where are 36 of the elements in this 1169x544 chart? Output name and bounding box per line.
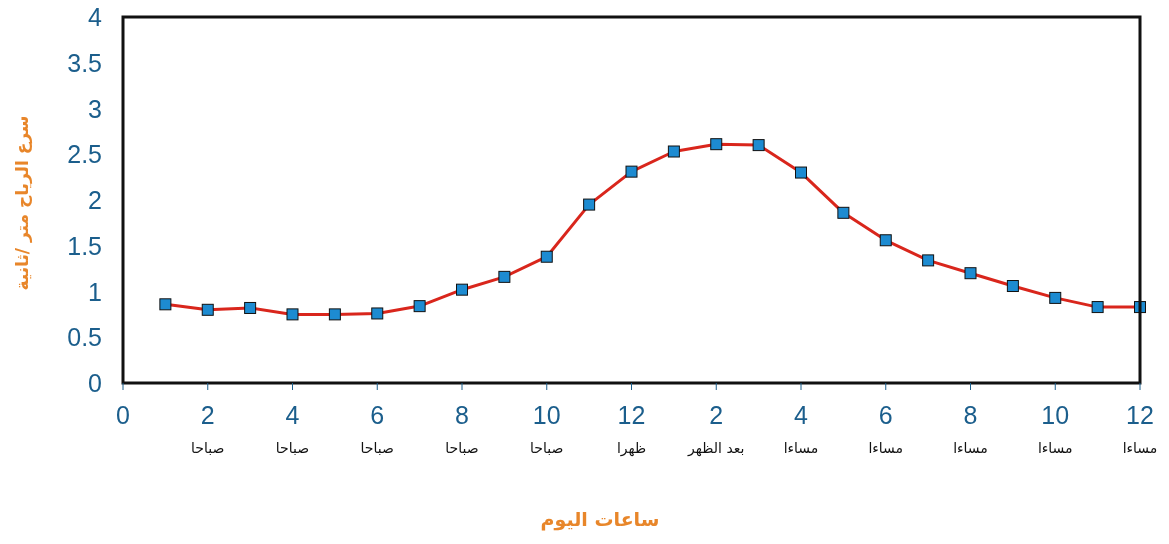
x-tick-label: 4 xyxy=(285,401,300,429)
y-tick-label: 1.5 xyxy=(67,231,102,260)
x-tick-label: 4 xyxy=(794,401,809,429)
x-tick-label: 12 xyxy=(1126,401,1154,429)
x-axis-title: ساعات اليوم xyxy=(539,508,661,530)
text: مساءا xyxy=(952,440,989,456)
y-tick-label: 3 xyxy=(88,94,102,123)
y-axis-title: سرع الرياح متر /ثانية xyxy=(12,114,32,293)
text: صباحا xyxy=(359,440,395,456)
x-tick-label: 2 xyxy=(709,401,724,429)
text: مساءا xyxy=(1036,440,1074,456)
text: ظهرا xyxy=(615,440,648,456)
y-tick-label: 2 xyxy=(88,186,102,214)
x-tick-label: 10 xyxy=(1041,401,1070,429)
y-tick-label: 0 xyxy=(88,369,102,397)
y-tick-label: 3.5 xyxy=(67,48,102,77)
text: مساءا xyxy=(1121,440,1159,456)
y-tick-label: 4 xyxy=(88,3,103,31)
text: صباحا xyxy=(529,440,565,456)
x-tick-label: 8 xyxy=(455,401,469,429)
text: صباحا xyxy=(444,440,480,456)
y-tick-label: 0.5 xyxy=(67,323,102,352)
x-tick-label: 10 xyxy=(532,401,561,429)
y-tick-label: 1 xyxy=(88,277,102,306)
text: مساءا xyxy=(782,440,820,456)
text: صباحا xyxy=(190,440,226,456)
x-tick-label: 0 xyxy=(116,401,130,429)
y-tick-label: 2.5 xyxy=(67,140,102,169)
x-tick-label: 12 xyxy=(617,401,646,429)
x-tick-label: 6 xyxy=(370,401,385,429)
x-tick-label: 8 xyxy=(963,401,978,429)
text: بعد الظهر xyxy=(686,440,746,456)
text: صباحا xyxy=(274,440,311,456)
x-tick-label: 6 xyxy=(878,401,893,429)
x-tick-label: 2 xyxy=(200,401,215,429)
text: مساءا xyxy=(867,440,905,456)
